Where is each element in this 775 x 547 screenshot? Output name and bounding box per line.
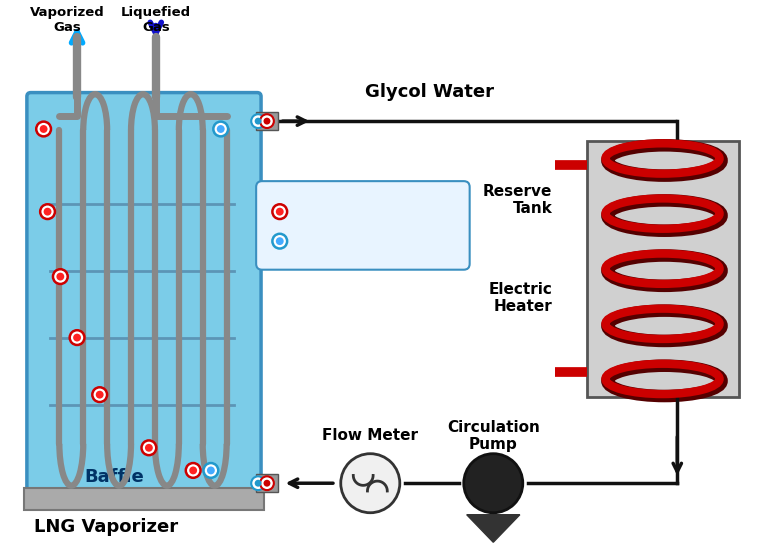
Text: Electric
Heater: Electric Heater [488, 282, 553, 315]
Circle shape [276, 237, 284, 245]
Text: Vaporized
Gas: Vaporized Gas [30, 6, 105, 34]
Circle shape [92, 387, 107, 402]
Circle shape [186, 463, 201, 478]
Circle shape [204, 463, 219, 478]
Circle shape [260, 476, 274, 490]
Text: Sensors: Sensors [368, 205, 421, 218]
Circle shape [251, 114, 265, 128]
Text: Liquefied
Gas: Liquefied Gas [121, 6, 191, 34]
Text: Reserve
Tank: Reserve Tank [483, 184, 553, 216]
Circle shape [189, 467, 197, 474]
Bar [257, 112, 277, 130]
Circle shape [53, 269, 67, 284]
Circle shape [213, 121, 228, 136]
Polygon shape [467, 515, 520, 542]
Circle shape [276, 208, 284, 216]
Circle shape [207, 467, 215, 474]
Circle shape [70, 330, 84, 345]
Circle shape [96, 391, 104, 399]
Circle shape [40, 204, 55, 219]
Circle shape [43, 208, 51, 216]
Circle shape [272, 204, 287, 219]
Bar [24, 488, 264, 510]
Circle shape [264, 118, 270, 125]
Text: LNG Vaporizer: LNG Vaporizer [34, 517, 178, 536]
Circle shape [272, 234, 287, 248]
Circle shape [255, 118, 261, 125]
Text: Circulation
Pump: Circulation Pump [447, 420, 539, 452]
Circle shape [264, 480, 270, 487]
Circle shape [341, 453, 400, 513]
Circle shape [255, 480, 261, 487]
Circle shape [217, 125, 225, 133]
Bar [257, 474, 277, 492]
Circle shape [142, 440, 157, 455]
Circle shape [251, 476, 265, 490]
Circle shape [36, 121, 51, 136]
Circle shape [57, 272, 64, 281]
Circle shape [40, 125, 47, 133]
FancyBboxPatch shape [27, 92, 261, 494]
Circle shape [463, 453, 523, 513]
Text: Glycol Water: Glycol Water [365, 83, 494, 101]
Circle shape [260, 114, 274, 128]
FancyBboxPatch shape [257, 181, 470, 270]
Circle shape [73, 334, 81, 341]
Text: Sensors: Sensors [360, 235, 413, 248]
Text: Temperature: Temperature [298, 205, 387, 218]
Text: Pressure: Pressure [298, 235, 360, 248]
Text: Flow Meter: Flow Meter [322, 428, 418, 444]
Circle shape [145, 444, 153, 452]
Text: Baffle: Baffle [84, 468, 144, 486]
Bar [587, 141, 739, 397]
